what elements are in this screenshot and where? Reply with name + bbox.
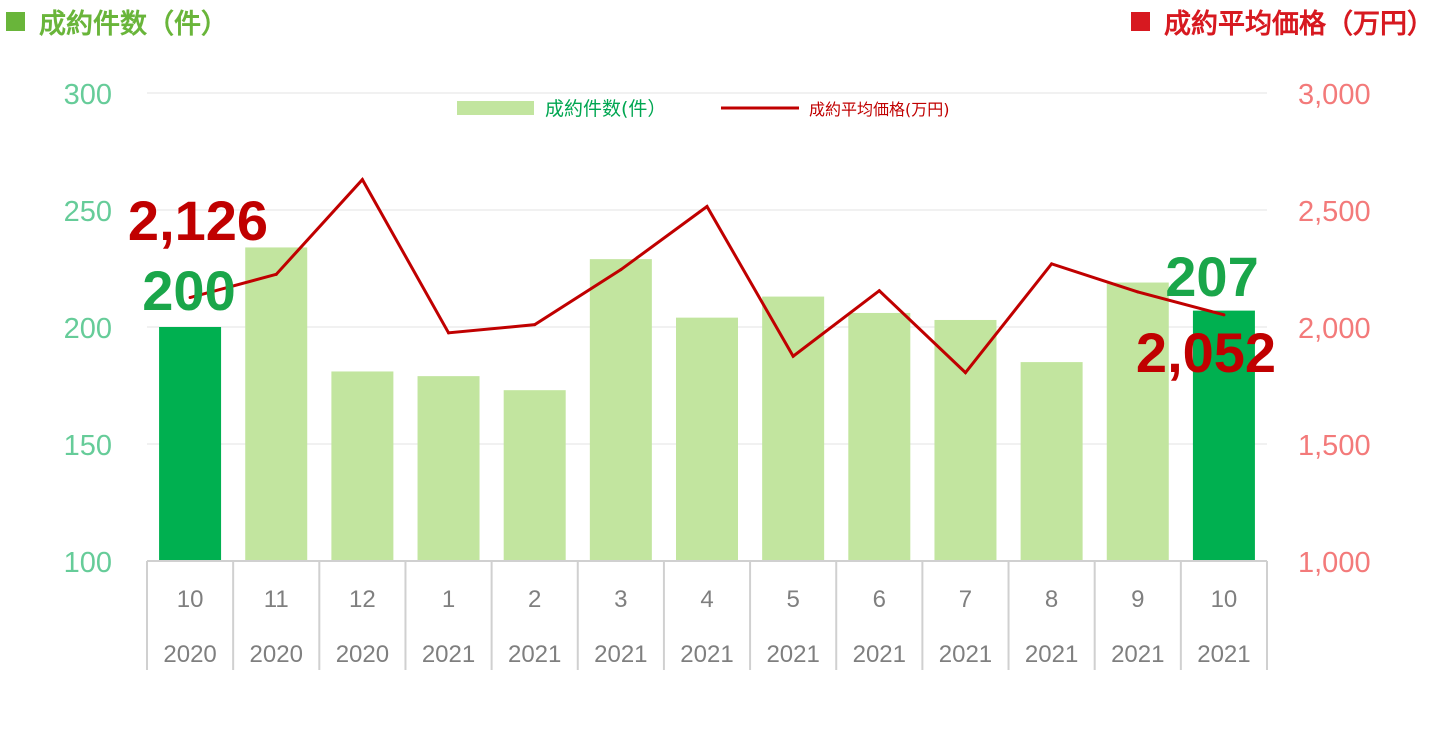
bar	[245, 247, 308, 561]
x-month-label: 11	[264, 586, 289, 613]
line-point	[705, 204, 709, 208]
x-month-label: 1	[442, 586, 455, 613]
x-month-label: 12	[349, 586, 376, 613]
x-month-label: 9	[1131, 586, 1144, 613]
x-month-label: 7	[959, 586, 972, 613]
bar-series	[159, 247, 1255, 561]
right-axis-title-text: 成約平均価格（万円）	[1164, 9, 1434, 40]
right-axis-ticks: 1,000 1,500 2,000 2,500 3,000	[1298, 79, 1371, 579]
x-year-label: 2021	[1111, 641, 1164, 668]
x-year-label: 2020	[336, 641, 389, 668]
left-tick-label: 150	[64, 430, 112, 462]
line-point	[963, 371, 967, 375]
data-label: 2,052	[1136, 321, 1276, 384]
data-label: 207	[1165, 245, 1258, 308]
bar	[503, 390, 566, 561]
right-tick-label: 1,000	[1298, 547, 1371, 579]
line-point	[1136, 290, 1140, 294]
x-year-label: 2021	[508, 641, 561, 668]
legend-line-label: 成約平均価格(万円)	[809, 100, 950, 119]
bar	[676, 317, 738, 561]
x-year-label: 2021	[853, 641, 906, 668]
bar	[1020, 362, 1083, 561]
line-point	[447, 331, 451, 335]
x-year-label: 2021	[939, 641, 992, 668]
x-month-label: 4	[700, 586, 713, 613]
bar	[848, 312, 911, 561]
x-year-label: 2021	[680, 641, 733, 668]
left-axis-title-text: 成約件数（件）	[39, 9, 228, 40]
legend: 成約件数(件） 成約平均価格(万円)	[457, 98, 950, 120]
x-year-label: 2020	[163, 641, 216, 668]
line-point	[1050, 262, 1054, 266]
x-month-label: 10	[177, 586, 204, 613]
bar	[934, 319, 997, 561]
line-point	[533, 323, 537, 327]
line-point	[274, 272, 278, 276]
green-square-icon	[6, 12, 25, 31]
highlighted-bar	[1192, 310, 1255, 561]
line-point	[188, 296, 192, 300]
right-axis-title: 成約平均価格（万円）	[1131, 2, 1434, 41]
x-axis: 10 2020 11 2020 12 2020 1 2021 2 2021 3 2021 4 2021 5 2…	[146, 560, 1268, 670]
bar	[1106, 282, 1169, 561]
annotations: 2,126 200 207 2,052	[128, 189, 1276, 384]
data-label: 2,126	[128, 189, 268, 252]
data-label: 200	[142, 259, 235, 322]
x-year-label: 2020	[250, 641, 303, 668]
x-year-label: 2021	[1197, 641, 1250, 668]
x-month-label: 6	[873, 586, 886, 613]
x-month-label: 3	[614, 586, 627, 613]
legend-bar-label: 成約件数(件）	[545, 98, 666, 120]
left-tick-label: 100	[64, 547, 112, 579]
left-tick-label: 250	[64, 196, 112, 228]
x-month-label: 5	[786, 586, 799, 613]
line-point	[1222, 313, 1226, 317]
left-axis-title: 成約件数（件）	[6, 2, 228, 41]
right-tick-label: 3,000	[1298, 79, 1371, 111]
x-month-label: 8	[1045, 586, 1058, 613]
bar	[331, 371, 394, 561]
line-point	[791, 354, 795, 358]
line-point	[877, 289, 881, 293]
red-square-icon	[1131, 12, 1150, 31]
right-tick-label: 2,500	[1298, 196, 1371, 228]
bar	[589, 259, 652, 561]
left-tick-label: 300	[64, 79, 112, 111]
highlighted-bar	[159, 327, 222, 561]
right-tick-label: 2,000	[1298, 313, 1371, 345]
line-series	[188, 177, 1226, 375]
right-tick-label: 1,500	[1298, 430, 1371, 462]
bar	[762, 296, 825, 561]
x-month-label: 2	[528, 586, 541, 613]
x-year-label: 2021	[422, 641, 475, 668]
x-month-label: 10	[1211, 586, 1238, 613]
legend-bar-swatch	[457, 101, 534, 115]
x-year-label: 2021	[1025, 641, 1078, 668]
line-point	[360, 178, 364, 182]
bar	[417, 376, 480, 561]
left-tick-label: 200	[64, 313, 112, 345]
left-axis-ticks: 100 150 200 250 300	[64, 79, 112, 579]
x-year-label: 2021	[594, 641, 647, 668]
line-point	[619, 268, 623, 272]
x-year-label: 2021	[766, 641, 819, 668]
